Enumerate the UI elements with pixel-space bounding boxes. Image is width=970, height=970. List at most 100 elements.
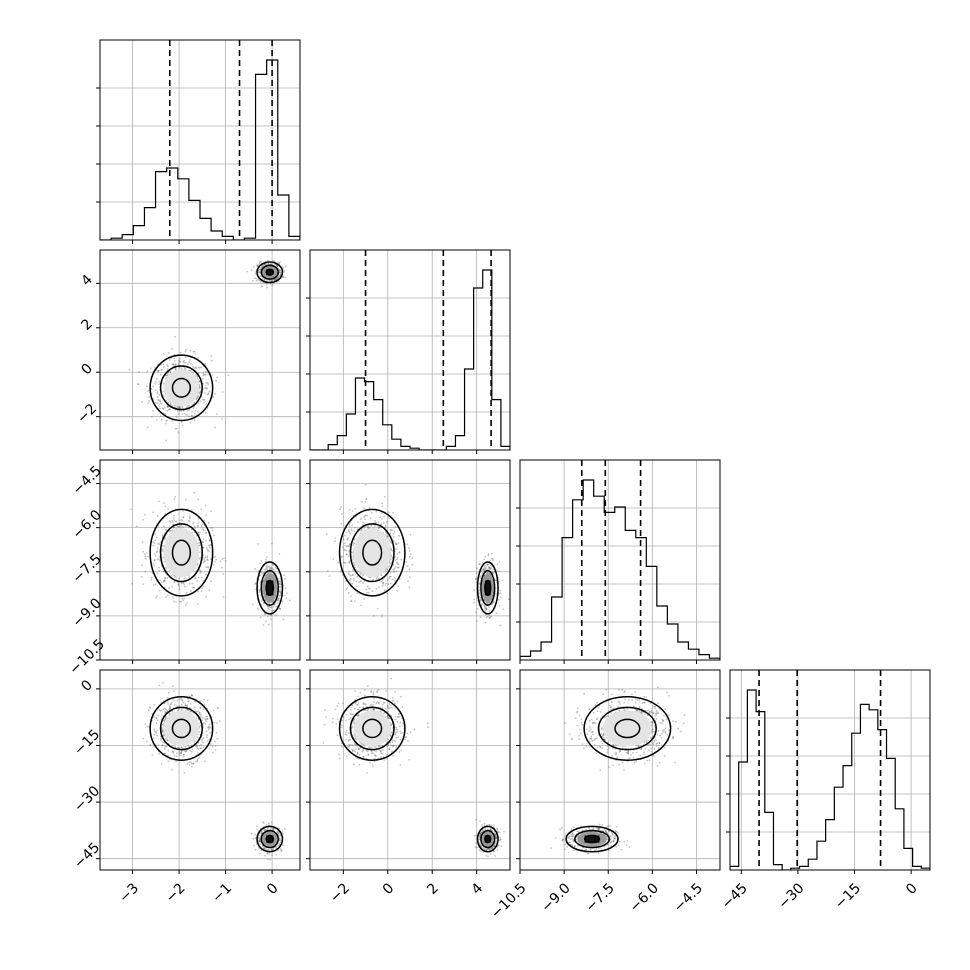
scatter-point xyxy=(173,754,176,757)
scatter-point xyxy=(392,570,395,573)
scatter-point xyxy=(168,587,170,589)
scatter-point xyxy=(148,706,151,709)
scatter-point xyxy=(196,580,198,582)
scatter-point xyxy=(144,514,146,516)
scatter-point xyxy=(181,525,184,528)
scatter-point xyxy=(278,262,281,265)
scatter-point xyxy=(184,585,186,588)
scatter-point xyxy=(147,402,150,405)
scatter-point xyxy=(389,575,391,578)
scatter-point xyxy=(207,383,210,385)
scatter-point xyxy=(388,511,390,514)
scatter-point xyxy=(384,526,387,528)
scatter-point xyxy=(478,588,481,591)
scatter-point xyxy=(267,263,270,265)
scatter-point xyxy=(283,827,286,830)
scatter-point xyxy=(171,363,174,366)
scatter-point xyxy=(268,566,271,569)
scatter-point xyxy=(146,385,148,388)
scatter-point xyxy=(344,561,347,564)
scatter-point xyxy=(326,569,329,572)
scatter-point xyxy=(389,540,391,543)
scatter-point xyxy=(345,553,348,556)
scatter-point xyxy=(189,516,191,519)
scatter-point xyxy=(202,741,205,744)
scatter-point xyxy=(162,407,164,410)
scatter-point xyxy=(269,858,272,861)
scatter-point xyxy=(204,362,207,365)
scatter-point xyxy=(356,569,359,572)
scatter-point xyxy=(267,623,270,626)
scatter-point xyxy=(197,757,200,760)
scatter-point xyxy=(207,393,210,396)
scatter-panel-3-0: −3 −2 −1 0−45−30−150 xyxy=(71,669,301,906)
scatter-point xyxy=(165,374,168,377)
scatter-point xyxy=(196,746,198,749)
scatter-point xyxy=(189,749,192,752)
scatter-point xyxy=(178,406,181,408)
scatter-point xyxy=(197,357,199,359)
scatter-point xyxy=(189,515,191,517)
scatter-point xyxy=(260,280,262,283)
scatter-point xyxy=(205,402,208,405)
scatter-point xyxy=(183,366,186,369)
scatter-point xyxy=(278,585,281,588)
contour-0-0 xyxy=(171,377,192,398)
scatter-point xyxy=(281,276,284,279)
scatter-point xyxy=(165,567,168,570)
scatter-point xyxy=(495,592,497,595)
scatter-point xyxy=(277,571,280,574)
scatter-point xyxy=(171,348,173,350)
scatter-point xyxy=(168,408,171,411)
scatter-point xyxy=(279,848,282,850)
scatter-point xyxy=(345,734,348,736)
scatter-point xyxy=(397,736,399,739)
scatter-point xyxy=(161,550,164,552)
scatter-point xyxy=(493,600,495,603)
scatter-point xyxy=(492,559,494,562)
scatter-point xyxy=(271,563,274,565)
scatter-point xyxy=(381,517,383,520)
scatter-point xyxy=(192,365,194,368)
scatter-point xyxy=(155,722,158,724)
scatter-point xyxy=(381,505,384,508)
scatter-point xyxy=(152,385,155,388)
scatter-point xyxy=(398,551,401,553)
scatter-point xyxy=(485,616,488,619)
scatter-point xyxy=(186,405,189,407)
scatter-point xyxy=(359,573,362,576)
scatter-point xyxy=(264,613,266,616)
scatter-point xyxy=(194,577,196,579)
scatter-point xyxy=(378,701,380,704)
scatter-point xyxy=(164,745,166,748)
scatter-point xyxy=(259,616,262,619)
scatter-point xyxy=(168,691,170,694)
scatter-point xyxy=(209,526,212,529)
scatter-point xyxy=(206,555,209,557)
scatter-point xyxy=(492,571,494,574)
scatter-point xyxy=(348,544,351,547)
scatter-point xyxy=(164,505,167,508)
contour-0-1 xyxy=(159,706,203,751)
scatter-point xyxy=(163,580,166,582)
scatter-point xyxy=(332,558,335,560)
scatter-point xyxy=(372,764,374,767)
scatter-point xyxy=(273,609,275,612)
scatter-point xyxy=(397,566,399,569)
scatter-point xyxy=(222,573,224,575)
scatter-point xyxy=(204,411,207,414)
scatter-point xyxy=(347,538,350,541)
scatter-point xyxy=(371,708,374,711)
scatter-point xyxy=(398,551,401,554)
scatter-point xyxy=(498,570,501,572)
scatter-point xyxy=(164,716,167,719)
scatter-point xyxy=(361,500,363,503)
scatter-point xyxy=(279,608,282,610)
scatter-point xyxy=(157,399,160,401)
scatter-point xyxy=(142,518,144,521)
scatter-point xyxy=(360,580,362,582)
scatter-point xyxy=(277,276,279,278)
scatter-point xyxy=(342,538,345,541)
scatter-point xyxy=(381,584,384,587)
panel-content xyxy=(325,483,510,627)
